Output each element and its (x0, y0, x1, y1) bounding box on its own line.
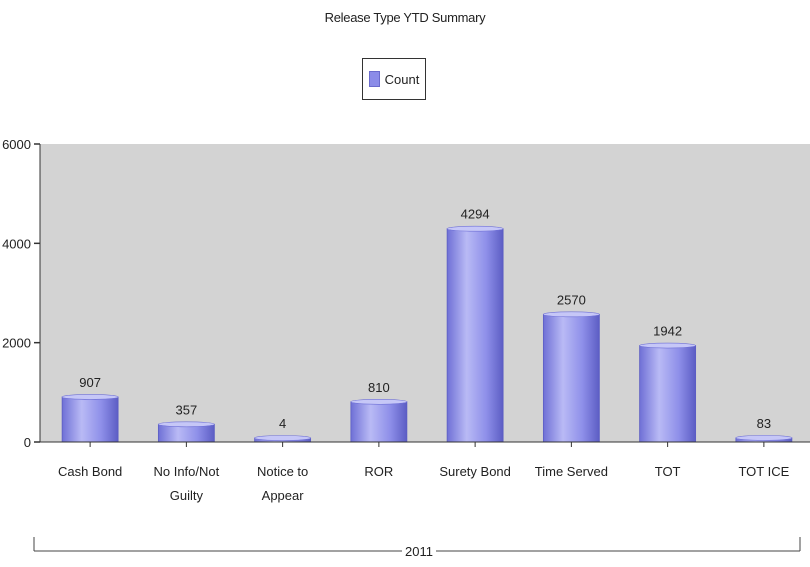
data-label: 907 (79, 375, 101, 390)
bars: 907 357 4 810 4294 2570 1942 83 (61, 207, 793, 443)
x-tick-label: Notice to Appear (257, 464, 308, 503)
x-tick-label: No Info/Not Guilty (153, 464, 219, 503)
x-tick-label-line: Surety Bond (439, 464, 511, 479)
bar-cap (446, 225, 504, 232)
data-label: 83 (757, 416, 771, 431)
x-tick-label-line: TOT (655, 464, 681, 479)
group-label: 2011 (405, 544, 433, 559)
category-group: 2011 (33, 537, 801, 559)
bar (350, 401, 408, 443)
data-label: 357 (176, 402, 198, 417)
x-tick-label-line: TOT ICE (738, 464, 789, 479)
y-tick-label: 6000 (2, 137, 31, 152)
x-tick-label-line: Notice to (257, 464, 308, 479)
bar-cap (639, 342, 696, 349)
bar-cap (350, 398, 408, 405)
x-tick-label: Time Served (535, 464, 608, 479)
bar-cap (61, 394, 119, 400)
y-axis: 0 2000 4000 6000 (2, 137, 41, 450)
data-label: 2570 (557, 292, 586, 307)
bar-cap (158, 421, 215, 428)
x-tick-label: TOT (655, 464, 681, 479)
bar-cap (543, 311, 600, 318)
bar (446, 228, 504, 443)
x-axis-labels: Cash Bond No Info/Not Guilty Notice to Appea… (40, 441, 810, 503)
x-tick-label: TOT ICE (738, 464, 789, 479)
data-label: 4294 (461, 207, 490, 222)
x-tick-label-line: No Info/Not (153, 464, 219, 479)
x-tick-label: Cash Bond (58, 464, 122, 479)
y-tick-label: 0 (24, 435, 31, 450)
x-tick-label: ROR (364, 464, 393, 479)
x-tick-label-line: Guilty (170, 488, 204, 503)
x-tick-label-line: Appear (262, 488, 305, 503)
bar (542, 313, 600, 443)
y-tick-label: 2000 (2, 336, 31, 351)
chart-title: Release Type YTD Summary (324, 10, 486, 25)
bar (61, 396, 119, 443)
x-tick-label: Surety Bond (439, 464, 511, 479)
x-tick-label-line: Time Served (535, 464, 608, 479)
data-label: 810 (368, 380, 390, 395)
legend: Count (362, 58, 426, 100)
bar-cap (254, 435, 311, 441)
bar-cap (735, 435, 793, 441)
x-tick-label-line: ROR (364, 464, 393, 479)
legend-swatch (368, 71, 380, 87)
data-label: 4 (279, 416, 286, 431)
x-tick-label-line: Cash Bond (58, 464, 122, 479)
legend-label: Count (384, 71, 420, 87)
bar (639, 345, 697, 443)
y-tick-label: 4000 (2, 236, 31, 251)
data-label: 1942 (653, 324, 682, 339)
